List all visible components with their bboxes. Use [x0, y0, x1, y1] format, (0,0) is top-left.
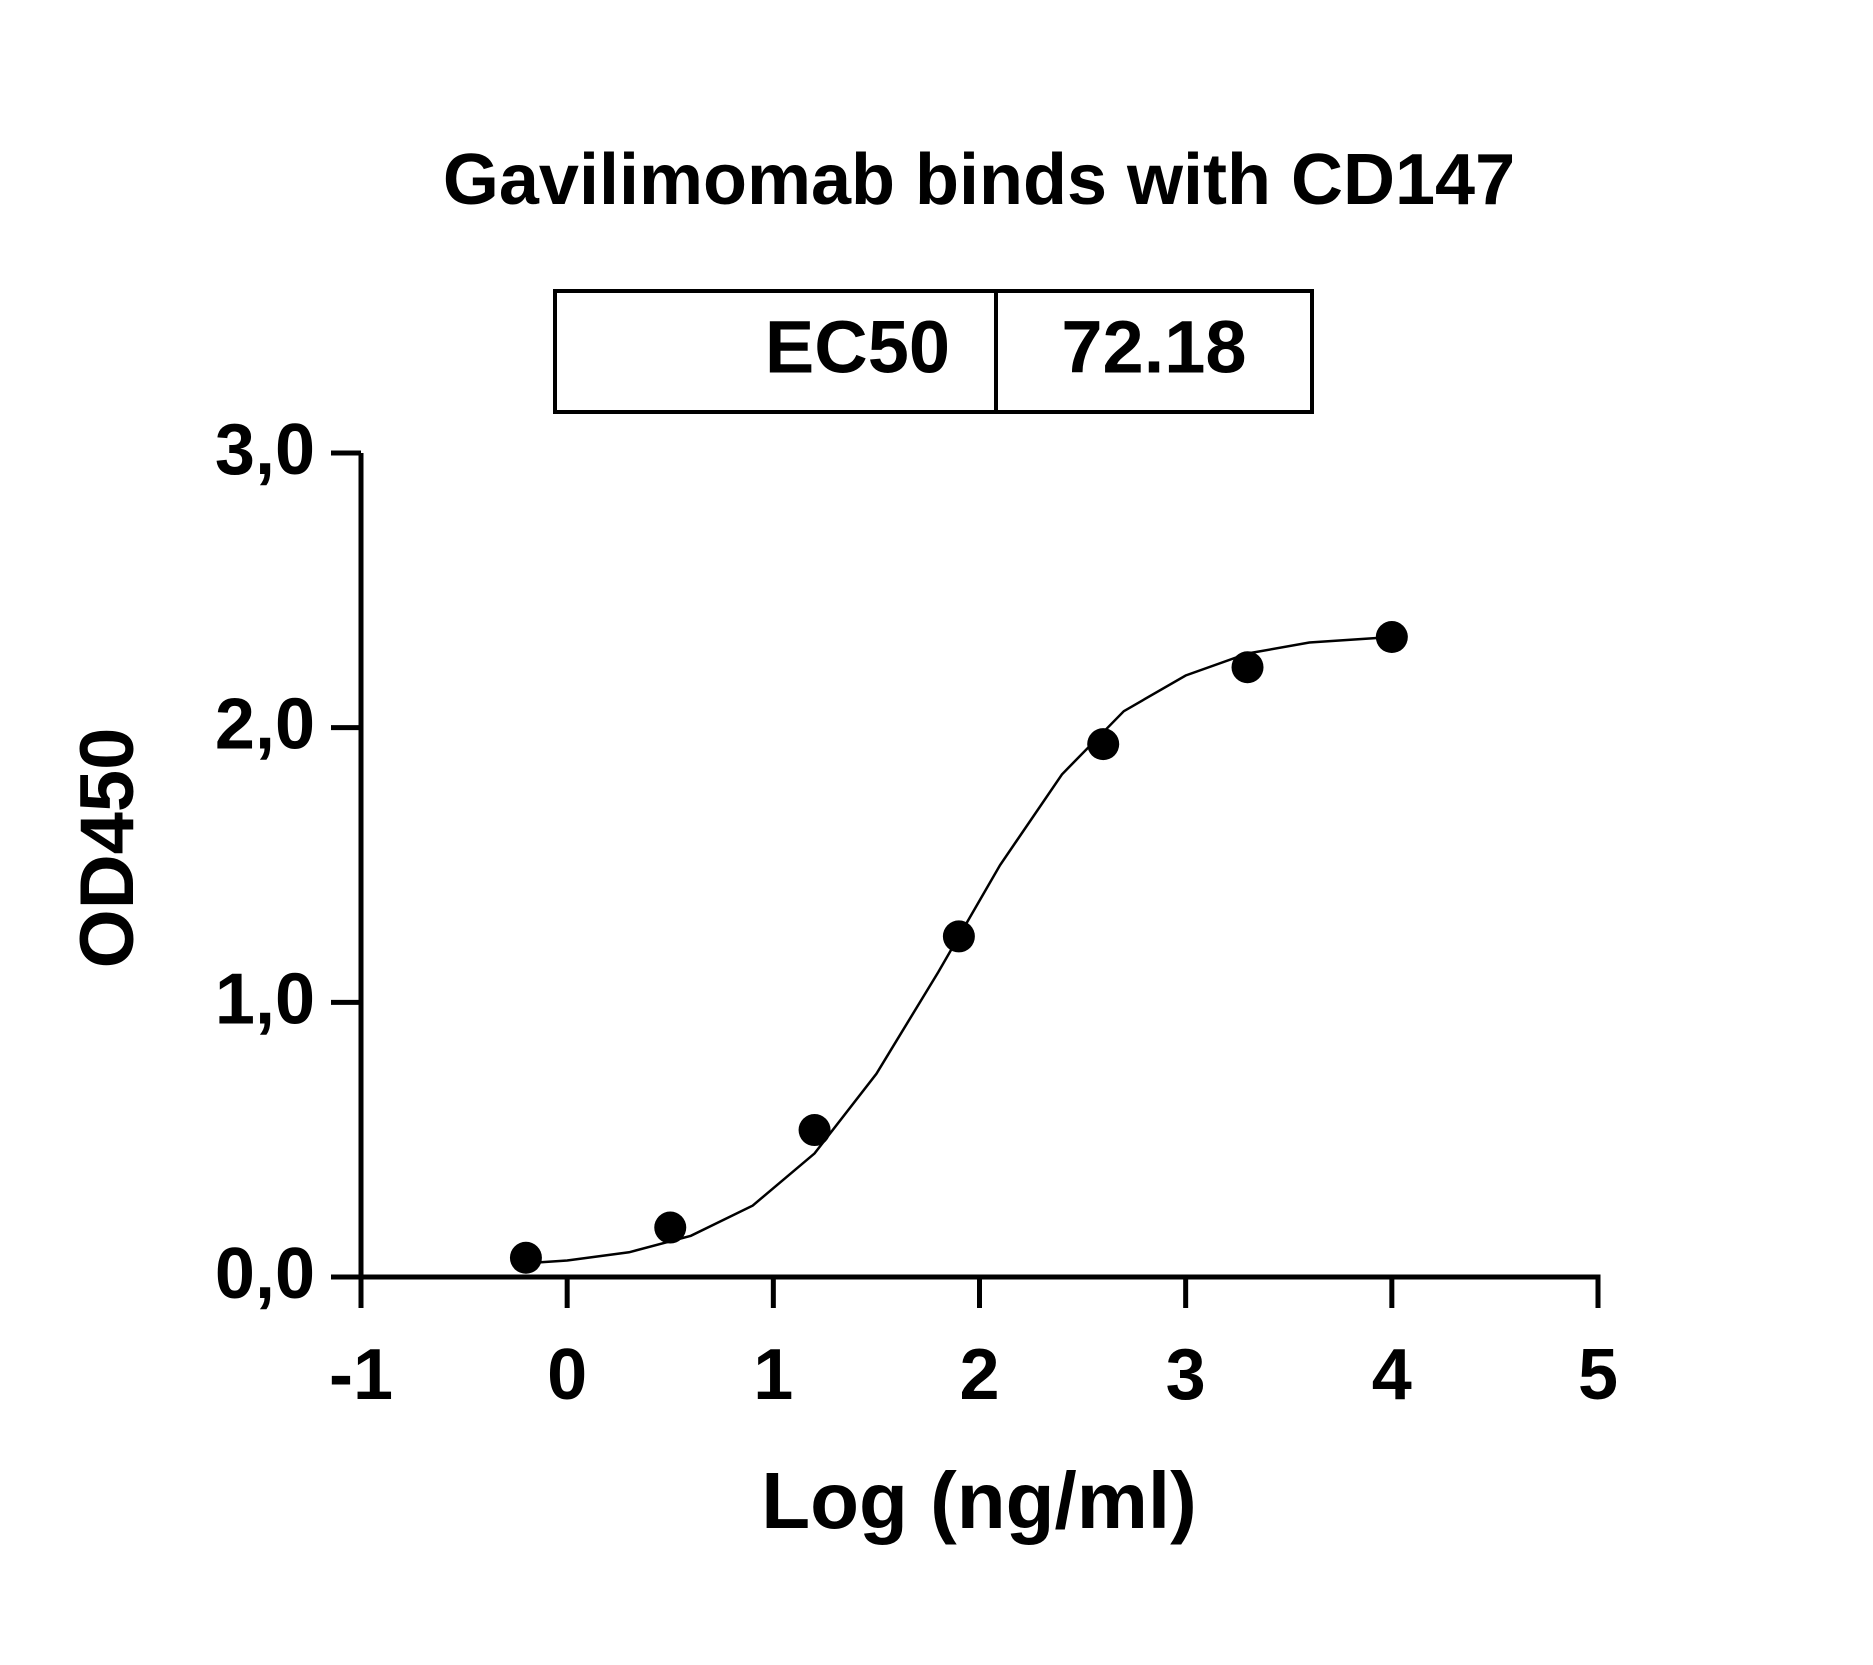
- chart-title: Gavilimomab binds with CD147: [443, 140, 1515, 220]
- x-tick-label: 3: [1166, 1335, 1206, 1415]
- fit-curve: [525, 635, 1392, 1265]
- ec50-label: EC50: [765, 306, 950, 389]
- ec50-box: [553, 289, 1314, 414]
- x-tick-label: 1: [753, 1335, 793, 1415]
- data-point: [1087, 728, 1120, 761]
- x-tick-label: -1: [329, 1335, 393, 1415]
- data-point: [942, 920, 975, 953]
- y-axis-label: OD450: [65, 728, 150, 969]
- x-tick-label: 4: [1372, 1335, 1412, 1415]
- data-point: [509, 1241, 542, 1274]
- x-tick-label: 2: [959, 1335, 999, 1415]
- data-point: [654, 1211, 687, 1244]
- ec50-value: 72.18: [1061, 306, 1246, 389]
- y-tick-label: 0,0: [215, 1234, 315, 1314]
- data-point: [798, 1114, 831, 1147]
- y-tick-label: 3,0: [215, 410, 315, 490]
- data-point: [1375, 621, 1408, 654]
- data-point: [1231, 651, 1264, 684]
- y-tick-label: 1,0: [215, 959, 315, 1039]
- x-tick-label: 0: [547, 1335, 587, 1415]
- x-axis-label: Log (ng/ml): [761, 1456, 1196, 1545]
- y-tick-label: 2,0: [215, 685, 315, 765]
- x-tick-label: 5: [1578, 1335, 1618, 1415]
